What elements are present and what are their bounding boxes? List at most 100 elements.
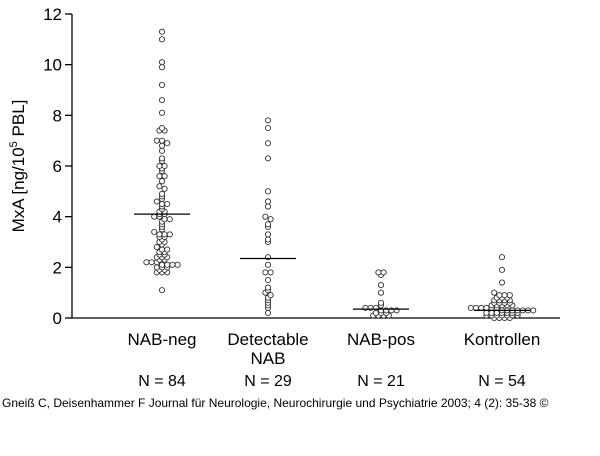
data-point — [164, 200, 171, 208]
data-point — [264, 276, 272, 284]
data-point — [158, 142, 166, 149]
data-point — [264, 155, 272, 162]
data-point — [158, 155, 166, 162]
data-point — [158, 36, 166, 43]
data-point — [496, 292, 503, 299]
data-point — [153, 244, 160, 251]
data-point — [169, 261, 176, 268]
data-point — [264, 236, 272, 243]
data-point — [264, 261, 272, 268]
data-point — [161, 173, 168, 180]
category-label: NAB-neg — [128, 330, 197, 349]
data-point — [375, 269, 382, 276]
data-point — [262, 269, 269, 276]
data-point — [158, 137, 166, 144]
data-point — [158, 97, 166, 104]
data-point — [156, 173, 163, 180]
data-point — [501, 292, 508, 299]
group-n-label: N = 21 — [357, 373, 405, 390]
data-point — [158, 147, 166, 154]
data-point — [158, 81, 166, 88]
y-axis-label: MxA [ng/105 PBL] — [8, 100, 28, 233]
group-n-label: N = 54 — [478, 373, 526, 390]
y-tick-label: 10 — [43, 56, 62, 75]
group-0: NAB-neg N = 84 — [128, 28, 197, 390]
data-point — [158, 28, 166, 35]
data-point — [158, 109, 166, 116]
data-point — [483, 309, 490, 316]
data-point — [467, 304, 474, 311]
data-point — [153, 264, 160, 271]
category-label: NAB-pos — [347, 330, 415, 349]
data-point — [161, 185, 168, 192]
data-point — [153, 198, 160, 205]
data-point — [264, 140, 272, 147]
data-point — [151, 213, 158, 220]
data-point — [267, 269, 274, 276]
data-point — [472, 304, 480, 311]
data-point — [380, 269, 387, 276]
data-point — [148, 259, 155, 266]
data-point — [143, 259, 150, 266]
data-point — [491, 289, 498, 296]
data-point — [267, 292, 274, 299]
data-point — [377, 299, 385, 306]
data-point — [498, 279, 506, 286]
y-axis-label-main: MxA [ng/10 — [9, 147, 28, 232]
mxa-scatter-chart: 0 2 4 6 8 10 12 MxA [ng/105 PBL] NAB-neg N = 84… — [8, 5, 560, 390]
category-label: Kontrollen — [464, 330, 541, 349]
data-point — [264, 198, 272, 205]
data-point — [488, 309, 495, 316]
data-point — [164, 246, 171, 253]
y-axis: 0 2 4 6 8 10 12 — [43, 5, 73, 328]
data-point — [483, 304, 490, 311]
data-point — [264, 231, 272, 238]
data-point — [264, 203, 272, 210]
data-point — [530, 307, 537, 314]
data-point — [264, 124, 272, 132]
group-n-label: N = 29 — [244, 373, 292, 390]
y-tick-label: 4 — [53, 208, 62, 227]
data-point — [264, 284, 272, 291]
y-tick-label: 8 — [53, 106, 62, 125]
category-label: Detectable — [227, 330, 308, 349]
data-point — [161, 216, 168, 223]
data-point — [478, 304, 485, 311]
data-point — [264, 309, 272, 316]
data-point — [498, 254, 506, 261]
data-point — [506, 292, 513, 299]
data-point — [377, 282, 385, 289]
data-point — [262, 213, 269, 220]
data-point — [174, 261, 181, 268]
data-point — [164, 261, 171, 268]
data-point — [372, 309, 379, 316]
data-point — [158, 287, 166, 294]
data-point — [264, 221, 272, 228]
data-point — [377, 289, 385, 296]
category-label: NAB — [251, 349, 286, 368]
data-point — [158, 64, 166, 71]
data-point — [158, 190, 166, 197]
data-point — [158, 124, 166, 132]
data-point — [161, 231, 168, 238]
data-point — [158, 59, 166, 66]
data-point — [166, 216, 173, 223]
group-2: NAB-pos N = 21 — [347, 269, 415, 390]
data-point — [164, 140, 171, 147]
group-n-label: N = 84 — [138, 373, 186, 390]
y-tick-label: 2 — [53, 258, 62, 277]
y-axis-label-tail: PBL] — [9, 100, 28, 142]
group-3: Kontrollen N = 54 — [464, 254, 541, 390]
data-point — [158, 261, 166, 268]
data-point — [151, 228, 158, 235]
data-point — [158, 178, 166, 185]
data-point — [156, 183, 163, 190]
y-tick-label: 12 — [43, 5, 62, 24]
data-point — [264, 188, 272, 195]
data-point — [158, 200, 166, 208]
y-tick-label: 0 — [53, 309, 62, 328]
y-tick-label: 6 — [53, 157, 62, 176]
data-point — [153, 137, 160, 144]
